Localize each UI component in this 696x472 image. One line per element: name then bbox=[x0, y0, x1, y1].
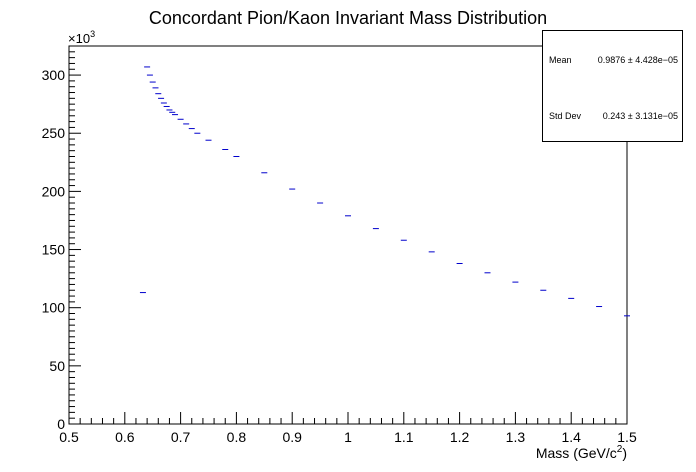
x-tick-label: 1.3 bbox=[506, 429, 526, 445]
y-multiplier-base: ×10 bbox=[68, 31, 90, 46]
stats-std-value: 0.243 ± 3.131e−05 bbox=[602, 111, 678, 121]
x-axis-label-text: Mass (GeV/c bbox=[536, 445, 617, 461]
y-tick-label: 250 bbox=[42, 125, 66, 141]
x-tick-label: 0.5 bbox=[59, 429, 79, 445]
x-axis-label: Mass (GeV/c2) bbox=[536, 444, 627, 461]
x-tick-label: 0.6 bbox=[115, 429, 135, 445]
stats-mean-row: Mean 0.9876 ± 4.428e−05 bbox=[549, 55, 678, 65]
x-tick-label: 0.9 bbox=[282, 429, 302, 445]
x-tick-label: 1 bbox=[344, 429, 352, 445]
chart-title: Concordant Pion/Kaon Invariant Mass Dist… bbox=[149, 8, 547, 28]
x-tick-label: 1.4 bbox=[561, 429, 581, 445]
y-tick-label: 150 bbox=[42, 242, 66, 258]
y-tick-label: 50 bbox=[49, 358, 65, 374]
x-tick-label: 0.7 bbox=[171, 429, 191, 445]
y-axis-multiplier: ×103 bbox=[68, 29, 95, 46]
x-tick-label: 1.5 bbox=[617, 429, 637, 445]
y-tick-label: 200 bbox=[42, 183, 66, 199]
x-tick-label: 1.1 bbox=[394, 429, 414, 445]
stats-mean-label: Mean bbox=[549, 55, 572, 65]
stats-box: Mean 0.9876 ± 4.428e−05 Std Dev 0.243 ± … bbox=[542, 30, 683, 142]
stats-std-label: Std Dev bbox=[549, 111, 582, 121]
stats-std-row: Std Dev 0.243 ± 3.131e−05 bbox=[549, 111, 678, 121]
x-axis-label-close: ) bbox=[622, 445, 627, 461]
y-tick-label: 100 bbox=[42, 300, 66, 316]
x-axis-label-superscript: 2 bbox=[617, 444, 623, 455]
stats-mean-value: 0.9876 ± 4.428e−05 bbox=[597, 55, 678, 65]
y-tick-label: 300 bbox=[42, 67, 66, 83]
x-tick-label: 1.2 bbox=[450, 429, 470, 445]
y-multiplier-exponent: 3 bbox=[90, 29, 95, 39]
x-tick-label: 0.8 bbox=[227, 429, 247, 445]
y-tick-label: 0 bbox=[57, 416, 65, 432]
